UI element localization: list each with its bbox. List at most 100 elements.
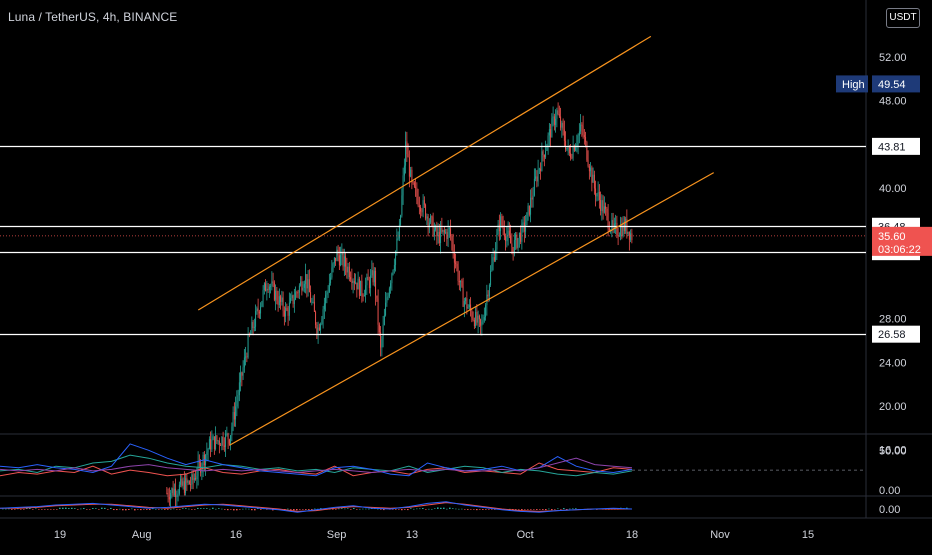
time-tick-label: 13 <box>406 529 418 541</box>
macd-bar <box>299 509 301 510</box>
candle-body <box>616 222 618 236</box>
candle-body <box>507 230 509 236</box>
macd-bar <box>437 507 439 509</box>
candle-body <box>422 200 424 212</box>
candle-body <box>488 284 490 297</box>
candle-body <box>293 299 295 304</box>
macd-bar <box>5 508 7 510</box>
macd-bar <box>479 509 481 510</box>
candle-body <box>578 131 580 136</box>
candle-body <box>201 466 203 473</box>
candle-body <box>355 282 357 284</box>
macd-bar <box>545 509 547 511</box>
candle-body <box>397 238 399 240</box>
macd-bar <box>443 507 445 509</box>
candle-body <box>628 231 630 240</box>
candle-body <box>270 286 272 287</box>
candle-body <box>442 229 444 232</box>
candle-body <box>411 169 413 182</box>
candle-body <box>497 224 499 235</box>
candle-body <box>536 176 538 182</box>
candle-body <box>392 270 394 274</box>
candle-body <box>322 309 324 320</box>
macd-bar <box>260 509 262 510</box>
time-tick-label: 19 <box>54 529 66 541</box>
candle-body <box>627 231 629 234</box>
candle-body <box>240 372 242 383</box>
macd-bar <box>20 509 22 510</box>
candle-body <box>495 249 497 261</box>
candle-body <box>356 282 358 290</box>
candle-body <box>220 444 222 446</box>
candle-body <box>273 282 275 300</box>
candle-body <box>296 292 298 294</box>
macd-bar <box>68 508 70 509</box>
candle-body <box>281 297 283 302</box>
candle-body <box>271 281 273 287</box>
candle-body <box>286 307 288 311</box>
macd-bar <box>464 509 466 510</box>
oscillator-tick-label: 0.00 <box>879 485 900 497</box>
price-tick-label: 16.00 <box>879 445 907 457</box>
candle-body <box>500 216 502 232</box>
candle-body <box>546 146 548 151</box>
candle-body <box>508 230 510 236</box>
candles <box>166 102 633 508</box>
macd-bar <box>539 509 541 510</box>
macd-bar <box>248 508 250 510</box>
candle-body <box>592 174 594 183</box>
candle-body <box>385 302 387 316</box>
candle-body <box>493 257 495 261</box>
candle-body <box>410 169 412 177</box>
candle-body <box>430 216 432 223</box>
macd-bar <box>89 509 91 510</box>
macd-bar <box>557 508 559 510</box>
candle-body <box>482 320 484 323</box>
candle-body <box>441 227 443 232</box>
candle-body <box>266 288 268 292</box>
macd-bar <box>92 508 94 509</box>
macd-bar <box>59 507 61 509</box>
macd-bar <box>287 508 289 510</box>
candle-body <box>570 153 572 158</box>
candle-body <box>611 220 613 231</box>
candle-body <box>478 315 480 320</box>
candle-body <box>377 298 379 325</box>
candle-body <box>398 224 400 239</box>
candle-body <box>542 151 544 156</box>
candle-body <box>436 226 438 237</box>
candle-body <box>538 168 540 170</box>
candle-body <box>345 256 347 267</box>
candle-body <box>282 297 284 311</box>
candle-body <box>301 281 303 291</box>
macd-bar <box>407 509 409 511</box>
macd-bar <box>569 508 571 510</box>
candle-body <box>506 235 508 242</box>
candle-body <box>186 478 188 483</box>
candle-body <box>386 297 388 303</box>
macd-series-1 <box>0 501 633 513</box>
candle-body <box>208 439 210 450</box>
candle-body <box>460 280 462 283</box>
candle-body <box>228 439 230 444</box>
candle-body <box>207 449 209 453</box>
currency-button[interactable]: USDT <box>886 8 920 28</box>
macd-bar <box>35 508 37 510</box>
candle-body <box>463 301 465 307</box>
macd-bar <box>320 508 322 509</box>
macd-bar <box>227 509 229 511</box>
candle-body <box>372 270 374 283</box>
candle-body <box>490 270 492 285</box>
candle-body <box>382 325 384 340</box>
macd-bar <box>563 508 565 509</box>
candle-body <box>563 129 565 141</box>
candle-body <box>572 146 574 158</box>
candle-body <box>586 141 588 160</box>
candle-body <box>380 332 382 348</box>
candle-body <box>258 311 260 314</box>
candle-body <box>462 286 464 307</box>
candle-body <box>218 440 220 445</box>
candle-body <box>341 252 343 256</box>
